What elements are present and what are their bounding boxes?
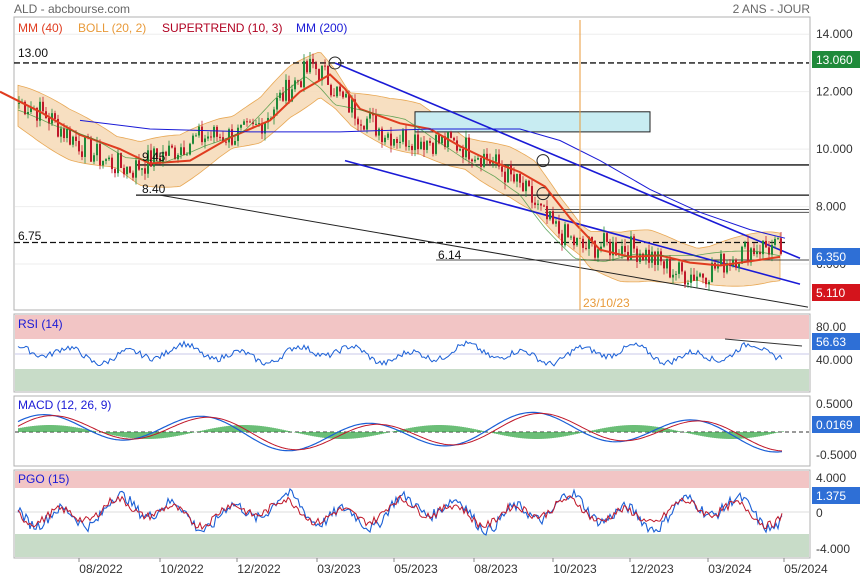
rsi-divergence-line: [724, 338, 803, 347]
pgo-title: PGO (15): [18, 472, 69, 486]
resistance-zone: [414, 111, 651, 133]
x-tick-9: 05/2024: [784, 562, 828, 576]
trendline-2: [159, 194, 809, 308]
pgo-lower-zone: [15, 534, 809, 557]
legend-mm40: MM (40): [18, 21, 63, 35]
x-tick-3: 03/2023: [317, 562, 361, 576]
pgo-value: 1.375: [816, 489, 846, 503]
macd-title: MACD (12, 26, 9): [18, 398, 111, 412]
badge-13060-label: 13.060: [816, 53, 853, 67]
series-mm200: [79, 119, 786, 239]
pgo-value-badge: [812, 487, 860, 504]
x-tick-2: 12/2022: [237, 562, 281, 576]
rsi-panel: RSI (14) 80.00 40.000 56.63: [13, 313, 860, 393]
level-label-840: 8.40: [142, 182, 166, 196]
pgo-axis-zero: 0: [816, 506, 823, 520]
x-tick-5: 08/2023: [474, 562, 518, 576]
bollinger-band: [17, 51, 781, 287]
rsi-axis-80: 80.00: [816, 320, 846, 334]
rsi-line: [17, 340, 783, 367]
pivot-circle-1: [536, 154, 550, 168]
rsi-overbought-zone: [15, 315, 809, 339]
badge-5110-label: 5.110: [816, 286, 845, 300]
series-supertrend: [17, 76, 781, 262]
macd-value-badge: [812, 416, 860, 433]
pgo-axis-bottom: -4.000: [816, 542, 850, 556]
legend-supertrend: SUPERTREND (10, 3): [162, 21, 282, 35]
pivot-circle-0: [328, 56, 342, 70]
rsi-value: 56.63: [816, 335, 846, 349]
macd-signal-line: [17, 412, 783, 452]
macd-panel: MACD (12, 26, 9) 0.5000 -0.5000 0.0169: [13, 395, 860, 467]
chart-source-title: ALD - abcbourse.com: [14, 2, 130, 16]
rsi-axis-40: 40.000: [816, 353, 853, 367]
x-tick-4: 05/2023: [394, 562, 438, 576]
x-tick-6: 10/2023: [553, 562, 597, 576]
rsi-value-badge: [812, 333, 860, 350]
badge-6350: [812, 248, 860, 265]
macd-axis-top: 0.5000: [816, 397, 853, 411]
x-tick-0: 08/2022: [79, 562, 123, 576]
trendline-0: [334, 62, 801, 260]
rsi-oversold-zone: [15, 369, 809, 391]
pgo-panel: PGO (15) 4.000 0 -4.000 1.375: [13, 469, 860, 559]
series-mm40: [0, 73, 781, 267]
y-tick-2: 10.000: [816, 142, 853, 156]
badge-13060: [812, 51, 860, 68]
level-label-675: 6.75: [18, 229, 42, 243]
level-label-945: 9.45: [142, 150, 166, 164]
macd-line: [17, 411, 783, 453]
legend-boll: BOLL (20, 2): [78, 21, 146, 35]
y-tick-3: 8.000: [816, 200, 846, 214]
rsi-title: RSI (14): [18, 317, 63, 331]
pgo-signal-line: [17, 495, 783, 531]
x-axis: 08/2022 10/2022 12/2022 03/2023 05/2023 08/20…: [78, 558, 828, 576]
y-tick-0: 14.000: [816, 27, 853, 41]
y-tick-1: 12.000: [816, 85, 853, 99]
pgo-axis-top: 4.000: [816, 471, 846, 485]
date-marker-label: 23/10/23: [583, 296, 630, 310]
x-tick-7: 12/2023: [630, 562, 674, 576]
level-label-13: 13.00: [18, 46, 48, 60]
macd-value: 0.0169: [816, 418, 853, 432]
badge-6350-label: 6.350: [816, 250, 846, 264]
level-label-614: 6.14: [438, 248, 462, 262]
pivot-circle-2: [536, 187, 550, 201]
badge-5110: [812, 284, 860, 301]
x-tick-8: 03/2024: [708, 562, 752, 576]
pgo-upper-zone: [15, 471, 809, 488]
chart-period: 2 ANS - JOUR: [733, 2, 811, 16]
x-tick-1: 10/2022: [160, 562, 204, 576]
legend-mm200: MM (200): [296, 21, 347, 35]
macd-axis-bottom: -0.5000: [816, 448, 857, 462]
